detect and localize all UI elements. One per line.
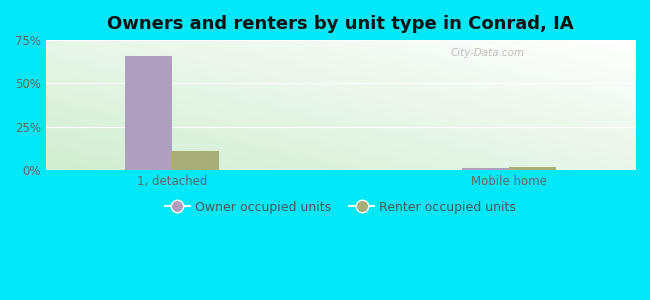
Bar — [172, 151, 219, 170]
Bar — [509, 167, 556, 170]
Text: City-Data.com: City-Data.com — [450, 48, 525, 58]
Title: Owners and renters by unit type in Conrad, IA: Owners and renters by unit type in Conra… — [107, 15, 574, 33]
Bar — [125, 56, 172, 170]
Bar — [462, 168, 509, 170]
Legend: Owner occupied units, Renter occupied units: Owner occupied units, Renter occupied un… — [159, 196, 521, 219]
